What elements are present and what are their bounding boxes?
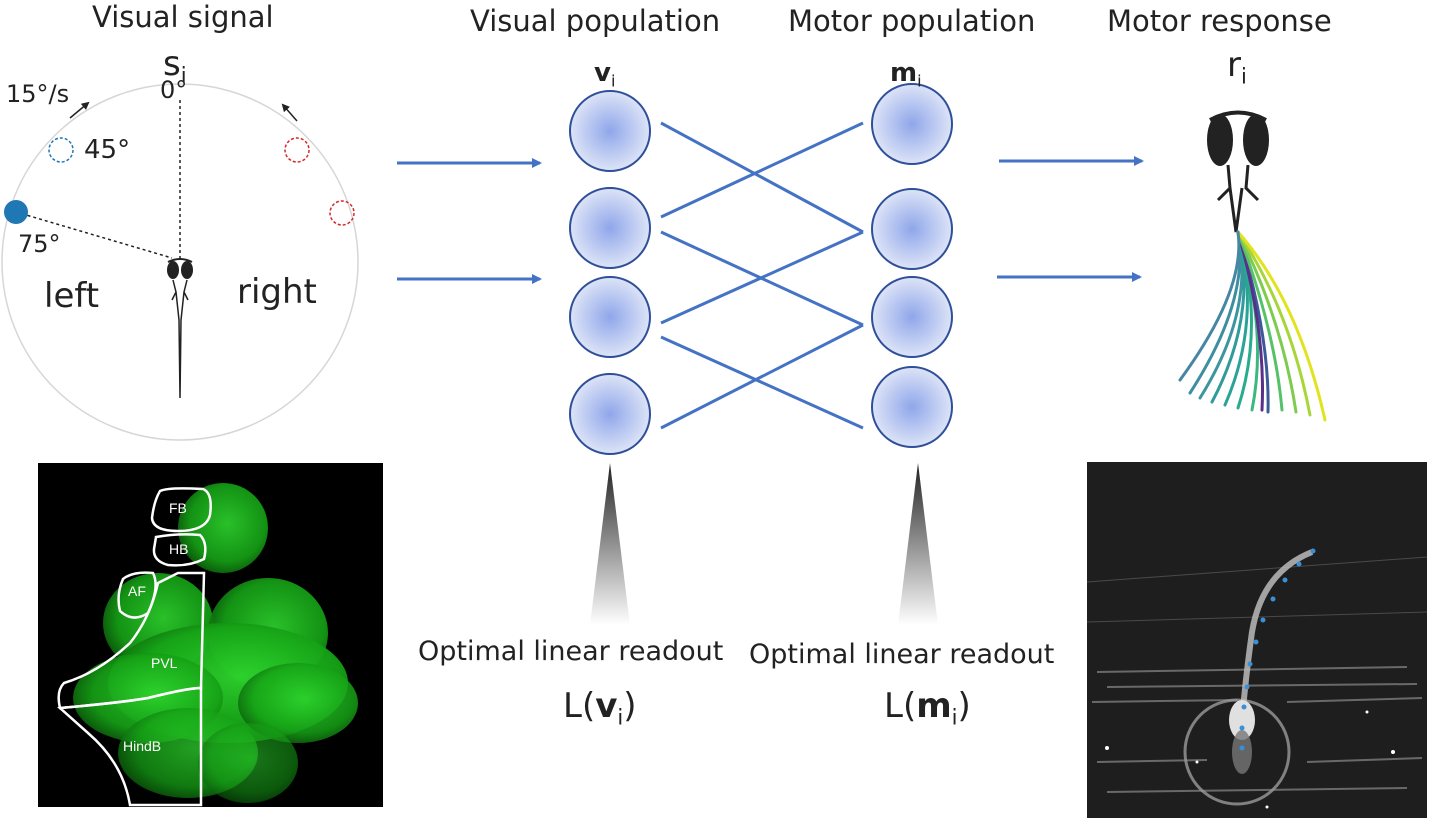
header-visual-population: Visual population [470, 4, 721, 38]
motor-pop-symbol: mi [890, 58, 922, 91]
brain-image [38, 463, 383, 807]
motor-population-neurons [871, 83, 953, 448]
larva-small-icon [167, 258, 193, 399]
motion-arrow-left [69, 101, 90, 119]
region-label-hb: HB [169, 541, 189, 557]
stimulus-symbol: si [163, 44, 187, 88]
motor-neuron-1 [871, 83, 953, 165]
readout-formula-visual: L(vi) [563, 686, 637, 730]
visual-neuron-1 [569, 90, 651, 172]
behavior-camera-image [1087, 462, 1427, 818]
stimulus-filled-dot [4, 200, 28, 224]
brain-image-panel: FB HB AF PVL HindB [38, 463, 383, 807]
header-motor-population: Motor population [788, 4, 1036, 38]
population-connections [660, 121, 864, 430]
region-label-pvl: PVL [151, 655, 178, 671]
motor-neuron-2 [871, 188, 953, 270]
header-visual-signal: Visual signal [92, 0, 274, 34]
readout-cone-motor [898, 463, 938, 625]
visual-neuron-4 [569, 373, 651, 455]
brain-region-outlines [57, 487, 212, 807]
visual-field-circle [1, 83, 359, 441]
readout-formula-motor: L(mi) [884, 686, 971, 730]
zero-angle-label: 0° [160, 76, 188, 104]
brain-tissue [73, 483, 358, 803]
stimulus-dashed-blue [48, 137, 74, 163]
angle-45-label: 45° [84, 135, 131, 165]
visual-neuron-2 [569, 187, 651, 269]
readout-label-visual: Optimal linear readout [418, 636, 724, 667]
readout-label-motor: Optimal linear readout [749, 639, 1055, 670]
stimulus-dashed-red-1 [284, 137, 310, 163]
motor-neuron-4 [871, 366, 953, 448]
header-motor-response: Motor response [1107, 4, 1332, 38]
stimulus-dashed-red-2 [329, 200, 355, 226]
behavior-camera-panel [1087, 462, 1427, 818]
response-symbol: ri [1227, 45, 1247, 89]
larva-response-icon [1207, 110, 1269, 233]
motor-neuron-3 [871, 276, 953, 358]
angle-75-label: 75° [18, 230, 61, 258]
visual-population-neurons [569, 90, 651, 455]
motion-arrow-right [281, 103, 298, 122]
left-label: left [44, 276, 100, 316]
visual-neuron-3 [569, 276, 651, 358]
speed-label: 15°/s [6, 80, 70, 108]
region-label-fb: FB [169, 500, 187, 516]
readout-cone-visual [590, 463, 630, 625]
right-label: right [237, 272, 317, 312]
region-label-af: AF [128, 583, 146, 599]
tail-traces [1178, 230, 1327, 422]
region-label-hindb: HindB [123, 738, 162, 754]
visual-pop-symbol: vi [594, 58, 616, 91]
